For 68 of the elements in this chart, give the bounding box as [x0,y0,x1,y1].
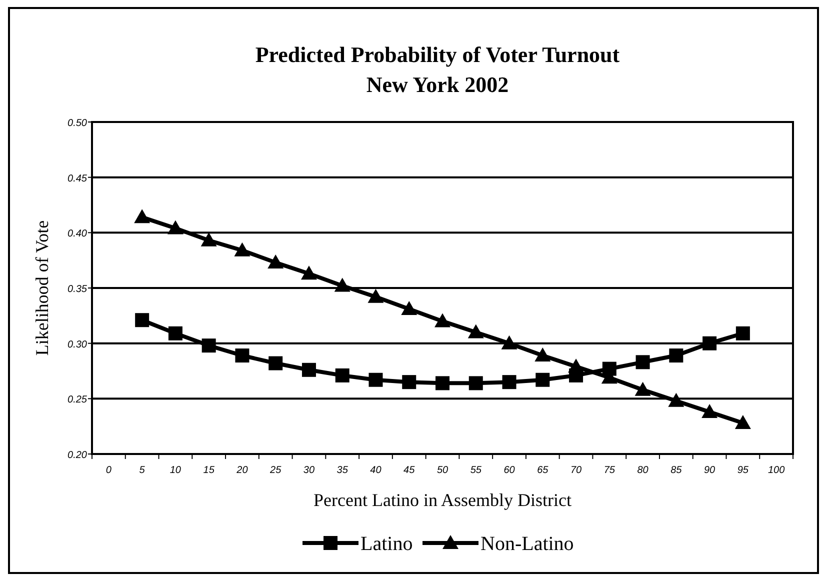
point [468,376,483,390]
x-tick-label: 80 [637,465,649,476]
y-tick-label: 0.50 [68,118,88,129]
x-tick-label: 95 [737,465,749,476]
point [702,336,717,350]
x-tick-label: 85 [670,465,682,476]
point [669,348,684,363]
point [502,375,516,390]
point [702,404,718,418]
chart-title: Predicted Probability of Voter Turnout New York 2002 [255,42,620,97]
x-tick-label: 10 [170,465,182,476]
point [268,254,284,269]
x-tick-label: 70 [570,465,582,476]
point [302,362,316,377]
x-tick-label: 5 [139,465,146,476]
legend-label: Latino [360,533,413,555]
x-tick-label: 100 [768,465,786,476]
x-tick-label: 20 [236,465,248,476]
point [300,266,317,280]
point [501,335,518,350]
y-tick-label: 0.45 [68,173,88,184]
x-tick-label: 55 [470,465,482,476]
x-tick-label: 25 [269,465,282,476]
point [568,358,584,373]
y-tick-label: 0.20 [68,450,88,461]
point [668,392,684,407]
y-tick-label: 0.25 [68,394,88,406]
x-tick-label: 60 [504,465,516,476]
point [436,376,450,390]
y-axis-title: Likelihood of Vote [32,220,52,356]
point [402,375,416,390]
x-tick-label: 90 [704,465,716,476]
point [202,338,216,353]
point [534,348,551,362]
point [235,348,250,363]
point [468,324,484,338]
point [736,326,750,340]
point [634,382,651,396]
point [167,220,184,234]
x-tick-label: 75 [604,465,616,476]
point [368,372,383,387]
x-tick-label: 65 [537,465,549,476]
x-axis-title: Percent Latino in Assembly District [314,490,572,510]
point [368,288,384,303]
y-tick-label: 0.35 [68,284,88,295]
y-tick-label: 0.40 [68,228,88,240]
x-tick-label: 40 [370,465,382,476]
y-tick-label: 0.30 [68,339,88,350]
point [134,209,150,224]
point [401,301,418,316]
point [434,313,450,328]
point [234,242,250,256]
x-tick-label: 0 [106,465,112,476]
x-tick-label: 15 [203,465,215,476]
x-tick-label: 45 [404,465,416,476]
point [135,313,150,328]
x-tick-label: 35 [336,465,348,476]
legend-label: Non-Latino [480,533,574,555]
x-tick-label: 30 [303,465,315,476]
point [636,355,650,370]
x-tick-label: 50 [436,465,448,476]
point [536,372,550,387]
point [168,326,182,340]
point [268,356,283,370]
point [334,278,350,292]
point [335,368,350,382]
point [734,415,751,430]
point [200,232,217,246]
